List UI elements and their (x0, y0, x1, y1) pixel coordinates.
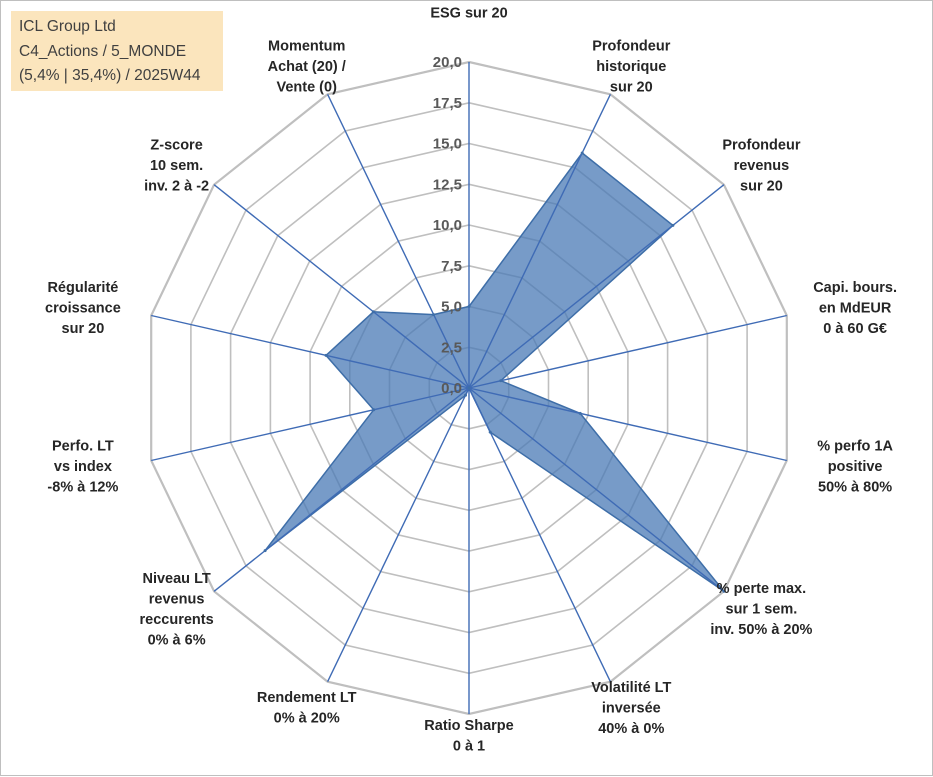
axis-label-line: Capi. bours. (813, 280, 897, 296)
tick-label: 0,0 (441, 380, 462, 397)
axis-label-line: 40% à 0% (598, 721, 664, 737)
axis-label-line: 50% à 80% (818, 480, 892, 496)
title-period: (5,4% | 35,4%) / 2025W44 (19, 67, 201, 84)
axis-label: Profondeur revenus sur 20 (722, 137, 800, 194)
axis-label-line: Momentum (268, 39, 345, 55)
data-point (499, 379, 503, 383)
axis-label: Capi. bours. en MdEUR 0 à 60 G€ (813, 280, 897, 337)
axis-spoke (468, 314, 787, 389)
axis-label-line: revenus (149, 592, 205, 608)
axis-label: Perfo. LT vs index -8% à 12% (47, 439, 118, 496)
tick-label: 20,0 (433, 54, 462, 71)
axis-label: Momentum Achat (20) / Vente (0) (268, 39, 346, 96)
axis-label-line: Z-score (150, 137, 202, 153)
axis-label-line: 10 sem. (150, 158, 203, 174)
axis-label-line: Niveau LT (142, 571, 210, 587)
axis-label-line: inversée (602, 701, 661, 717)
axis-label-line: positive (828, 459, 883, 475)
title-company: ICL Group Ltd (19, 18, 116, 35)
data-point (467, 386, 471, 390)
axis-label: Volatilité LT inversée 40% à 0% (591, 680, 671, 737)
axis-spoke (151, 314, 470, 389)
axis-label-line: Ratio Sharpe (424, 718, 513, 734)
axis-label-line: en MdEUR (819, 301, 892, 317)
data-point (263, 549, 267, 553)
axis-label: NoteESG sur 20 (430, 1, 507, 22)
axis-label-line: % perte max. (717, 581, 806, 597)
axis-label: Rendement LT 0% à 20% (257, 690, 357, 727)
axis-label-line: Régularité (47, 280, 118, 296)
data-point (324, 353, 328, 357)
axis-spoke (151, 387, 470, 462)
data-point (488, 430, 492, 434)
axis-spoke (468, 387, 612, 683)
axis-label-line: sur 1 sem. (726, 602, 798, 618)
axis-label-line: reccurents (140, 612, 214, 628)
axis-label-line: revenus (734, 158, 790, 174)
axis-label-line: Perfo. LT (52, 439, 114, 455)
axis-label: Profondeur historique sur 20 (592, 39, 670, 96)
axis-label: Z-score 10 sem. inv. 2 à -2 (144, 137, 209, 194)
axis-label-line: Profondeur (722, 137, 800, 153)
axis-label-line: inv. 50% à 20% (710, 622, 812, 638)
axis-label-line: 0% à 6% (148, 633, 206, 649)
tick-label: 5,0 (441, 299, 462, 316)
tick-label: 2,5 (441, 339, 462, 356)
axis-label-line: 0 à 60 G€ (823, 321, 887, 337)
axis-label: Niveau LT revenus reccurents 0% à 6% (140, 571, 214, 649)
axis-label-line: Achat (20) / (268, 59, 346, 75)
data-point (671, 223, 675, 227)
tick-label: 15,0 (433, 136, 462, 153)
axis-spoke (326, 93, 470, 389)
data-series-polygon (264, 151, 725, 592)
axis-label-line: Vente (0) (276, 80, 337, 96)
axis-label-line: Volatilité LT (591, 680, 671, 696)
axis-label-line: Rendement LT (257, 690, 357, 706)
axis-label-line: 0 à 1 (453, 739, 485, 755)
axis-label: Ratio Sharpe 0 à 1 (424, 718, 513, 755)
axis-label: Régularité croissance sur 20 (45, 280, 121, 337)
axis-label-line: inv. 2 à -2 (144, 178, 209, 194)
axis-label: % perfo 1A positive 50% à 80% (817, 439, 893, 496)
axis-label-line: sur 20 (740, 178, 783, 194)
tick-label: 12,5 (433, 176, 462, 193)
axis-label-line: Profondeur (592, 39, 670, 55)
tick-label: 10,0 (433, 217, 462, 234)
data-point (578, 411, 582, 415)
data-point (372, 408, 376, 412)
axis-spoke (213, 184, 470, 389)
tick-label: 17,5 (433, 95, 462, 112)
title-box: ICL Group Ltd C4_Actions / 5_MONDE (5,4%… (11, 11, 223, 91)
title-category: C4_Actions / 5_MONDE (19, 42, 187, 60)
axis-label-line: vs index (54, 459, 112, 475)
axis-spoke (468, 387, 725, 592)
tick-label: 7,5 (441, 258, 462, 275)
axis-spoke (213, 387, 470, 592)
data-point (371, 310, 375, 314)
axis-label-line: -8% à 12% (47, 480, 118, 496)
axis-label-line: 0% à 20% (274, 711, 340, 727)
axis-label-line: sur 20 (62, 321, 105, 337)
axis-label-line: croissance (45, 301, 121, 317)
axis-label-line: sur 20 (610, 80, 653, 96)
axis-label-line: ESG sur 20 (430, 6, 507, 22)
axis-label-line: % perfo 1A (817, 439, 893, 455)
data-point (464, 393, 467, 397)
axis-spoke (468, 184, 725, 389)
axis-label-line: historique (596, 59, 666, 75)
data-point (722, 589, 726, 593)
axis-spoke (468, 387, 787, 462)
data-point (432, 313, 436, 317)
axis-spoke (468, 93, 612, 389)
axis-spoke (326, 387, 470, 683)
data-point (580, 151, 584, 155)
data-point (467, 305, 471, 308)
axis-label: % perte max. sur 1 sem. inv. 50% à 20% (710, 581, 812, 638)
